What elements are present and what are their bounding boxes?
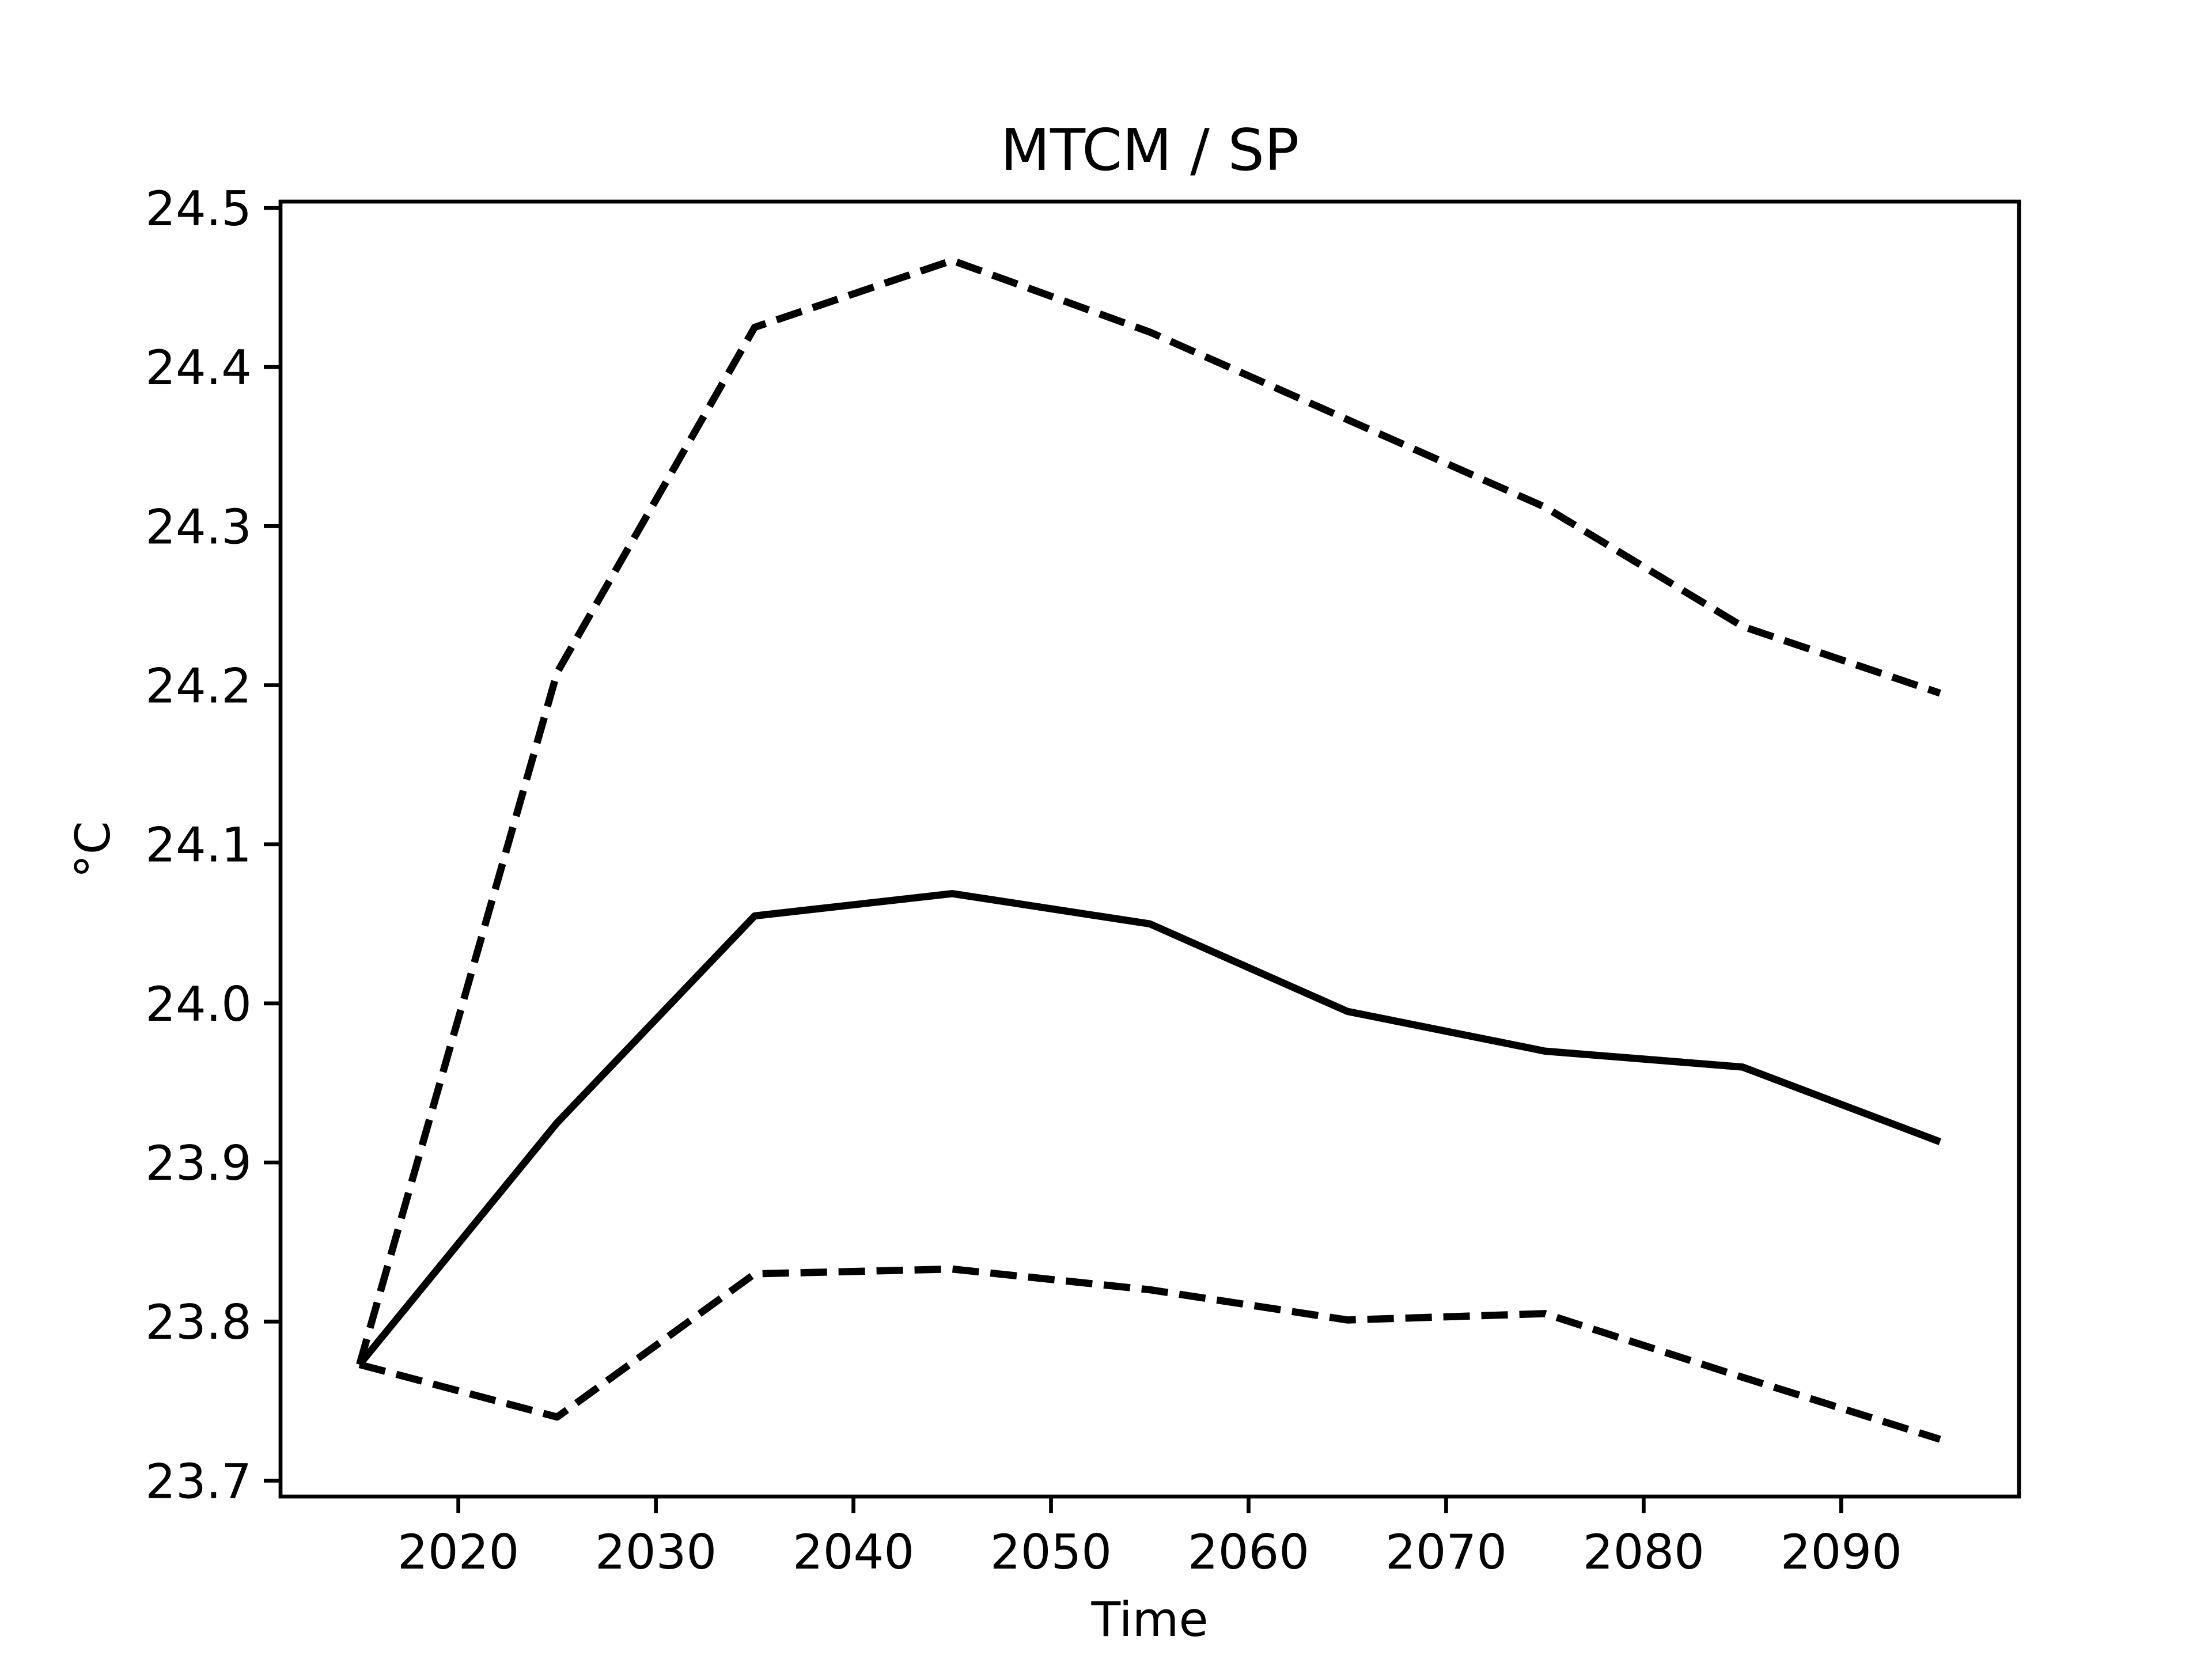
x-tick-label: 2040	[793, 1524, 914, 1580]
y-axis-label: °C	[65, 821, 121, 878]
axes-frame	[278, 199, 2021, 1499]
x-tick-label: 2070	[1385, 1524, 1507, 1580]
x-tick-label: 2060	[1188, 1524, 1309, 1580]
x-tick-label: 2050	[990, 1524, 1112, 1580]
y-tick-label: 24.1	[145, 817, 252, 873]
y-tick-label: 24.0	[145, 976, 252, 1032]
x-tick-label: 2090	[1781, 1524, 1902, 1580]
x-tick-label: 2080	[1583, 1524, 1705, 1580]
x-axis-label: Time	[1090, 1592, 1208, 1647]
series-line	[357, 890, 1942, 1367]
x-tick-label: 2020	[397, 1524, 519, 1580]
y-tick-label: 23.9	[145, 1135, 252, 1191]
y-tick-label: 23.7	[145, 1453, 252, 1509]
series-line	[358, 1265, 1941, 1443]
y-tick-label: 24.2	[145, 658, 252, 714]
y-tick-label: 24.5	[145, 181, 252, 237]
series-line	[356, 256, 1941, 1366]
x-tick-label: 2030	[595, 1524, 717, 1580]
chart-title: MTCM / SP	[1001, 116, 1300, 184]
y-tick-label: 23.8	[145, 1294, 252, 1350]
y-tick-label: 24.4	[145, 340, 252, 396]
y-tick-label: 24.3	[145, 499, 252, 555]
